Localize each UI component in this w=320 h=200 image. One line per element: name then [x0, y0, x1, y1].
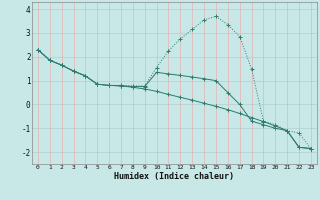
X-axis label: Humidex (Indice chaleur): Humidex (Indice chaleur) — [115, 172, 234, 181]
